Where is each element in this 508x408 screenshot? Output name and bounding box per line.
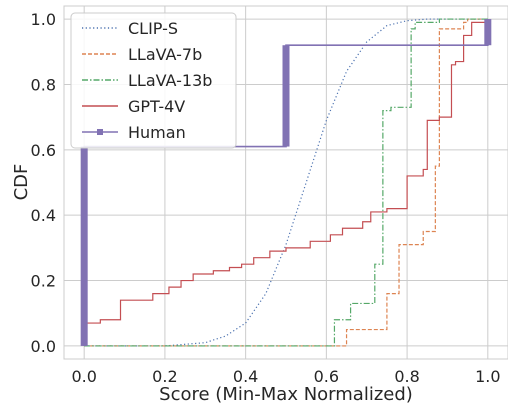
series-clip-s-line — [84, 18, 488, 347]
tick-labels: 0.0 0.2 0.4 0.6 0.8 1.0 0.0 0.2 0.4 0.6 0.8 1.0 — [31, 10, 501, 386]
series-llava-13b-line — [84, 18, 488, 347]
y-tick-label: 1.0 — [31, 10, 56, 29]
x-tick-label: 0.2 — [152, 367, 177, 386]
series-human-step-bar — [80, 146, 88, 346]
x-tick-label: 0.6 — [314, 367, 339, 386]
series-human-step-bar — [282, 45, 290, 147]
legend: CLIP-S LLaVA-7b LLaVA-13b GPT-4V Human — [70, 12, 237, 149]
y-tick-label: 0.4 — [31, 206, 56, 225]
y-tick-label: 0.8 — [31, 75, 56, 94]
y-tick-label: 0.0 — [31, 337, 56, 356]
legend-box — [70, 12, 237, 149]
x-tick-label: 0.0 — [71, 367, 96, 386]
y-tick-label: 0.2 — [31, 272, 56, 291]
series-human-step-bar — [484, 19, 492, 46]
y-axis-label: CDF — [11, 164, 32, 201]
x-tick-label: 0.8 — [394, 367, 419, 386]
legend-label-llava-7b: LLaVA-7b — [128, 45, 202, 64]
y-tick-label: 0.6 — [31, 141, 56, 160]
x-tick-label: 1.0 — [475, 367, 500, 386]
x-tick-label: 0.4 — [233, 367, 258, 386]
legend-label-llava-13b: LLaVA-13b — [128, 71, 212, 90]
legend-label-clip-s: CLIP-S — [128, 19, 178, 38]
x-axis-label: Score (Min-Max Normalized) — [159, 384, 413, 405]
series-gpt-4v-line — [83, 21, 488, 346]
legend-label-human: Human — [128, 123, 186, 142]
legend-marker-human — [97, 129, 103, 135]
series-layer — [80, 18, 492, 347]
plot-frame — [63, 5, 508, 360]
legend-label-gpt-4v: GPT-4V — [128, 97, 185, 116]
series-llava-7b-line — [84, 18, 488, 347]
